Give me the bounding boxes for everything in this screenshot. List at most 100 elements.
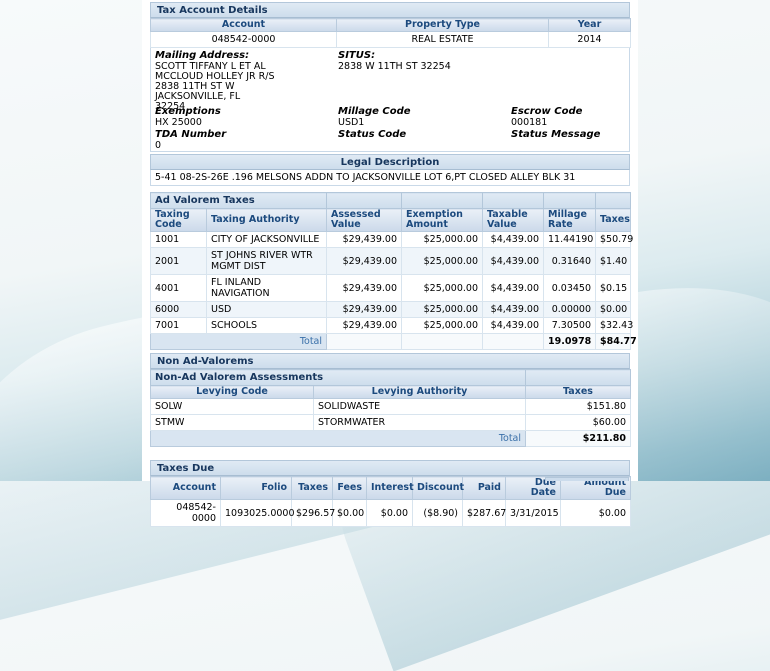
- tda-number-label: TDA Number: [155, 129, 227, 140]
- table-row: 2001 ST JOHNS RIVER WTR MGMT DIST $29,43…: [150, 247, 632, 275]
- millage-rate-column-header: Millage Rate: [543, 208, 597, 232]
- taxing-code-column-header: Taxing Code: [150, 208, 207, 232]
- tda-number-value: 0: [155, 140, 162, 151]
- cell: $0.00: [560, 499, 631, 527]
- interest-column-header: Interest: [366, 476, 414, 500]
- year-column-header: Year: [548, 18, 631, 32]
- levying-code-column-header: Levying Code: [150, 385, 314, 399]
- non-ad-valorem-total-label: Total: [150, 430, 526, 447]
- cell: ($8.90): [412, 499, 463, 527]
- empty-cell: [326, 333, 403, 350]
- cell: $4,439.00: [482, 247, 545, 275]
- non-ad-valorem-subtitle-row: Non-Ad Valorem Assessments: [150, 369, 631, 386]
- ad-valorem-total-row: Total 19.0978 $84.77: [149, 333, 637, 350]
- cell: $25,000.00: [401, 247, 484, 275]
- mailing-address-line: 2838 11TH ST W: [155, 81, 235, 92]
- year-value: 2014: [548, 31, 631, 48]
- nav-taxes-column-header: Taxes: [525, 385, 631, 399]
- cell: $287.67: [462, 499, 506, 527]
- empty-cell: [525, 369, 631, 386]
- assessed-value-column-header: Assessed Value: [326, 208, 403, 232]
- cell: $32.43: [595, 317, 633, 334]
- non-ad-valorem-table: Non-Ad Valorem Assessments Levying Code …: [150, 369, 631, 447]
- cell: 048542-0000: [150, 499, 221, 527]
- table-header-row: Levying Code Levying Authority Taxes: [150, 385, 631, 399]
- cell: $29,439.00: [326, 317, 403, 334]
- cell: SCHOOLS: [205, 317, 328, 334]
- table-row: 1001 CITY OF JACKSONVILLE $29,439.00 $25…: [150, 231, 633, 248]
- taxes-due-header: Taxes Due: [150, 460, 630, 476]
- ad-valorem-total-label: Total: [149, 333, 328, 350]
- cell: $25,000.00: [401, 274, 484, 302]
- non-ad-valorem-subtitle: Non-Ad Valorem Assessments: [150, 369, 526, 386]
- exemptions-value: HX 25000: [155, 117, 202, 128]
- cell: $296.57: [291, 499, 335, 527]
- cell: $4,439.00: [482, 301, 545, 318]
- cell: 1001: [150, 231, 207, 248]
- cell: 4001: [150, 274, 207, 302]
- ad-valorem-table: Ad Valorem Taxes Taxing Code Taxing Auth…: [149, 192, 637, 350]
- table-row: 048542-0000 REAL ESTATE 2014: [150, 31, 631, 48]
- cell: $25,000.00: [401, 301, 484, 318]
- escrow-code-value: 000181: [511, 117, 548, 128]
- non-ad-valorem-total-taxes: $211.80: [525, 430, 631, 447]
- ad-valorem-title-row: Ad Valorem Taxes: [149, 192, 632, 209]
- property-type-value: REAL ESTATE: [336, 31, 549, 48]
- status-code-label: Status Code: [338, 129, 407, 140]
- due-taxes-column-header: Taxes: [291, 476, 333, 500]
- cell: 7001: [150, 317, 207, 334]
- cell: $29,439.00: [326, 274, 403, 302]
- tax-account-details-header: Tax Account Details: [150, 2, 630, 18]
- cell: $4,439.00: [482, 317, 545, 334]
- mailing-address-block: Mailing Address: SCOTT TIFFANY L ET AL M…: [155, 50, 274, 112]
- table-row: SOLW SOLIDWASTE $151.80: [150, 398, 631, 415]
- cell: 0.03450: [543, 274, 597, 302]
- cell: $151.80: [525, 398, 631, 415]
- cell: 6000: [150, 301, 207, 318]
- millage-code-label: Millage Code: [338, 106, 411, 117]
- status-message-block: Status Message: [511, 129, 600, 141]
- account-number-value: 048542-0000: [150, 31, 337, 48]
- legal-description-header: Legal Description: [150, 154, 630, 170]
- taxable-value-column-header: Taxable Value: [482, 208, 545, 232]
- millage-code-value: USD1: [338, 117, 365, 128]
- empty-cell: [326, 192, 403, 209]
- cutoff-next-section: [545, 477, 629, 481]
- account-summary-table: Account Property Type Year 048542-0000 R…: [150, 18, 631, 48]
- cell: $0.15: [595, 274, 632, 302]
- table-header-row: Taxing Code Taxing Authority Assessed Va…: [150, 208, 632, 232]
- table-header-row: Account Property Type Year: [150, 18, 631, 32]
- cell: $0.00: [332, 499, 367, 527]
- legal-description-text: 5-41 08-2S-26E .196 MELSONS ADDN TO JACK…: [150, 170, 630, 186]
- account-column-header: Account: [150, 18, 337, 32]
- cell: CITY OF JACKSONVILLE: [205, 231, 328, 248]
- exemptions-block: Exemptions HX 25000: [155, 106, 221, 128]
- empty-cell: [543, 192, 597, 209]
- levying-authority-column-header: Levying Authority: [313, 385, 526, 399]
- tda-number-block: TDA Number 0: [155, 129, 226, 151]
- cell: $0.00: [366, 499, 413, 527]
- account-detail-fields: Mailing Address: SCOTT TIFFANY L ET AL M…: [150, 48, 630, 152]
- ad-valorem-total-millage: 19.0978: [543, 333, 597, 350]
- cell: FL INLAND NAVIGATION: [205, 274, 328, 302]
- taxes-column-header: Taxes: [595, 208, 632, 232]
- empty-cell: [401, 192, 484, 209]
- status-code-block: Status Code: [338, 129, 406, 141]
- cell: $29,439.00: [326, 301, 403, 318]
- exemptions-label: Exemptions: [155, 106, 221, 117]
- taxes-due-row: 048542-0000 1093025.0000 $296.57 $0.00 $…: [150, 499, 631, 527]
- table-row: STMW STORMWATER $60.00: [150, 414, 631, 431]
- discount-column-header: Discount: [412, 476, 464, 500]
- escrow-code-label: Escrow Code: [511, 106, 583, 117]
- property-type-column-header: Property Type: [336, 18, 549, 32]
- taxes-due-table: Account Folio Taxes Fees Interest Discou…: [150, 476, 631, 527]
- empty-cell: [482, 333, 545, 350]
- cell: 0.00000: [543, 301, 597, 318]
- cell: ST JOHNS RIVER WTR MGMT DIST: [205, 247, 328, 275]
- cell: $4,439.00: [482, 231, 545, 248]
- status-message-label: Status Message: [511, 129, 601, 140]
- cell: $25,000.00: [401, 231, 484, 248]
- cell: $25,000.00: [401, 317, 484, 334]
- cell: $60.00: [525, 414, 631, 431]
- cell: $29,439.00: [326, 247, 403, 275]
